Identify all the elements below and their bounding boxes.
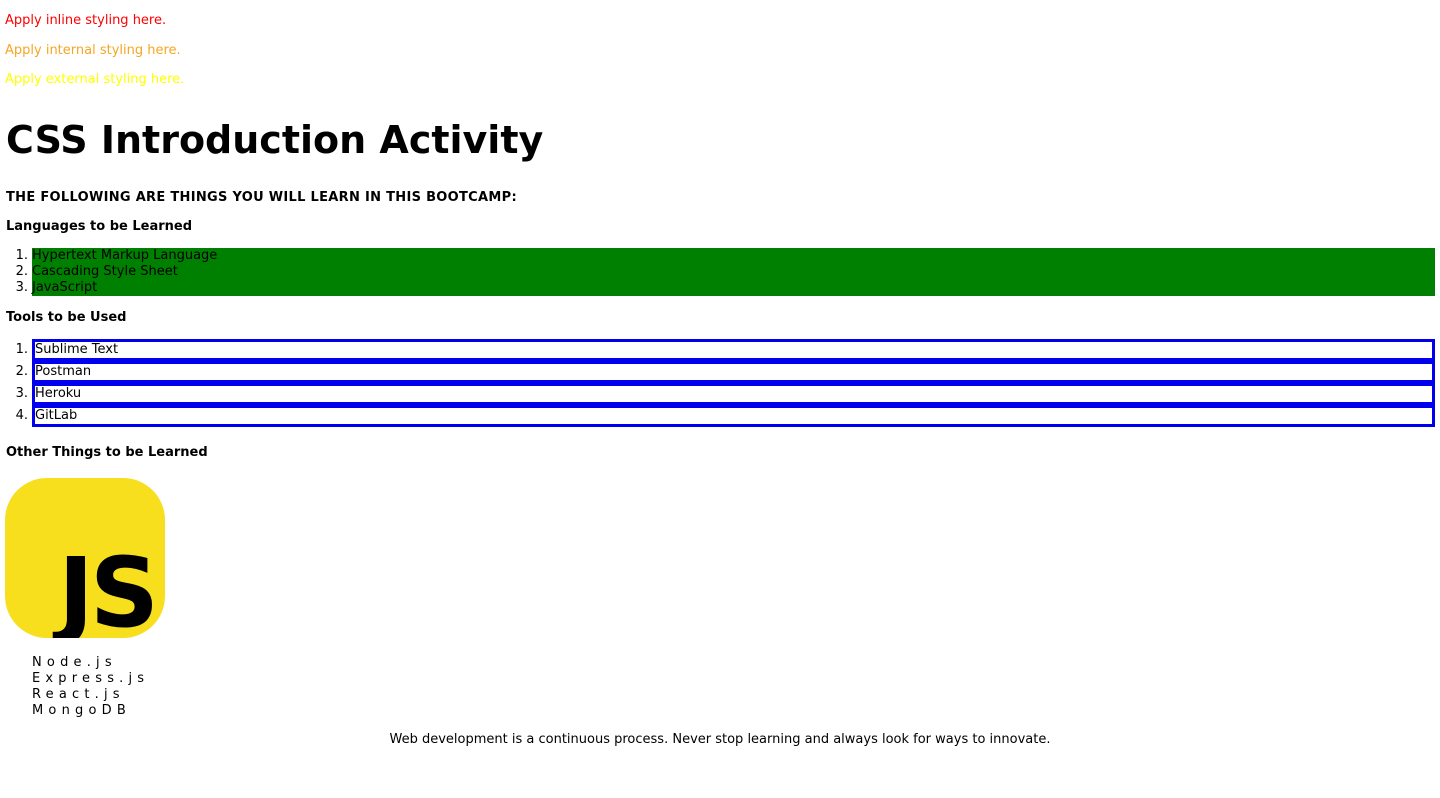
list-item: 2. Postman bbox=[0, 361, 1435, 383]
language-item-css: Cascading Style Sheet bbox=[32, 264, 1435, 280]
page-title: CSS Introduction Activity bbox=[6, 118, 544, 162]
footer-note: Web development is a continuous process.… bbox=[389, 732, 1051, 747]
list-number: 2. bbox=[15, 364, 28, 379]
list-number: 2. bbox=[15, 264, 28, 279]
list-number: 1. bbox=[15, 342, 28, 357]
javascript-logo: JS bbox=[5, 478, 165, 638]
internal-styling-note: Apply internal styling here. bbox=[5, 43, 181, 58]
other-things-heading: Other Things to be Learned bbox=[6, 445, 208, 460]
list-item: 2. Cascading Style Sheet bbox=[0, 264, 1435, 280]
list-item: MongoDB bbox=[32, 703, 131, 718]
tools-heading: Tools to be Used bbox=[6, 310, 127, 325]
tool-item-postman: Postman bbox=[32, 361, 1435, 383]
tool-label: Sublime Text bbox=[35, 342, 119, 357]
list-number: 3. bbox=[15, 386, 28, 401]
other-things-list: Node.js Express.js React.js MongoDB bbox=[32, 655, 149, 719]
list-item: 3. Heroku bbox=[0, 383, 1435, 405]
list-item: Node.js bbox=[32, 655, 117, 670]
svg-text:JS: JS bbox=[52, 537, 155, 638]
list-number: 4. bbox=[15, 408, 28, 423]
list-item: React.js bbox=[32, 687, 125, 702]
tool-label: Heroku bbox=[35, 386, 82, 401]
tool-item-gitlab: GitLab bbox=[32, 405, 1435, 427]
tool-item-heroku: Heroku bbox=[32, 383, 1435, 405]
languages-heading: Languages to be Learned bbox=[6, 219, 193, 234]
list-item: 1. Hypertext Markup Language bbox=[0, 248, 1435, 264]
list-item: Express.js bbox=[32, 671, 150, 686]
language-item-html: Hypertext Markup Language bbox=[32, 248, 1435, 264]
bootcamp-heading: THE FOLLOWING ARE THINGS YOU WILL LEARN … bbox=[6, 190, 517, 205]
external-styling-note: Apply external styling here. bbox=[5, 72, 185, 87]
language-item-javascript: JavaScript bbox=[32, 280, 1435, 296]
tool-label: Postman bbox=[35, 364, 92, 379]
list-item: 1. Sublime Text bbox=[0, 339, 1435, 361]
languages-list: 1. Hypertext Markup Language 2. Cascadin… bbox=[0, 248, 1435, 296]
tool-label: GitLab bbox=[35, 408, 78, 423]
list-item: 4. GitLab bbox=[0, 405, 1435, 427]
list-item: 3. JavaScript bbox=[0, 280, 1435, 296]
list-number: 1. bbox=[15, 248, 28, 263]
tools-list: 1. Sublime Text 2. Postman 3. Heroku 4. … bbox=[0, 339, 1435, 427]
tool-item-sublime-text: Sublime Text bbox=[32, 339, 1435, 361]
list-number: 3. bbox=[15, 280, 28, 295]
inline-styling-note: Apply inline styling here. bbox=[5, 13, 167, 28]
